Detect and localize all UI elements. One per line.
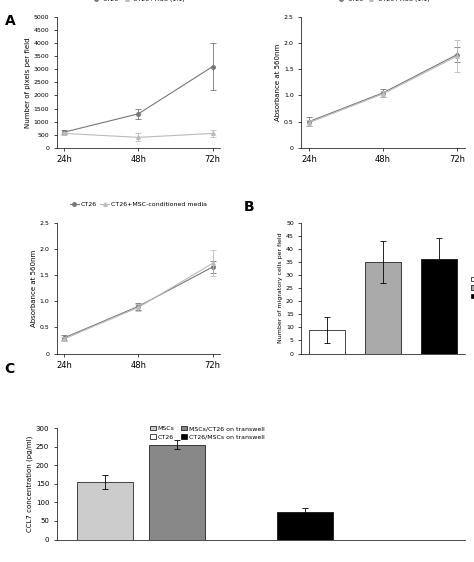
Y-axis label: Absorbance at 560nm: Absorbance at 560nm	[31, 250, 36, 327]
Bar	[421, 259, 457, 353]
Bar	[277, 511, 333, 540]
Y-axis label: Number of pixels per field: Number of pixels per field	[25, 37, 31, 128]
Text: A: A	[5, 14, 16, 28]
Legend: CT26, CT26+MSC (1:1): CT26, CT26+MSC (1:1)	[92, 0, 185, 2]
Legend: serum-free, +MSCs, +5% FBS: serum-free, +MSCs, +5% FBS	[471, 277, 474, 299]
Bar	[149, 445, 205, 540]
Bar	[309, 330, 345, 353]
Text: C: C	[5, 362, 15, 377]
Bar	[365, 262, 401, 353]
Bar	[77, 482, 133, 540]
Legend: CT26, CT26+MSC-conditioned media: CT26, CT26+MSC-conditioned media	[70, 202, 207, 207]
Legend: CT26, CT26+MSC (1:1): CT26, CT26+MSC (1:1)	[337, 0, 429, 2]
Y-axis label: Absorbance at 560nm: Absorbance at 560nm	[275, 44, 281, 121]
Text: B: B	[244, 200, 255, 214]
Y-axis label: Number of migratory cells per field: Number of migratory cells per field	[278, 233, 283, 343]
Legend: MSCs, CT26, MSCs/CT26 on transwell, CT26/MSCs on transwell: MSCs, CT26, MSCs/CT26 on transwell, CT26…	[150, 426, 265, 439]
Y-axis label: CCL7 concentration (pg/ml): CCL7 concentration (pg/ml)	[27, 436, 33, 532]
